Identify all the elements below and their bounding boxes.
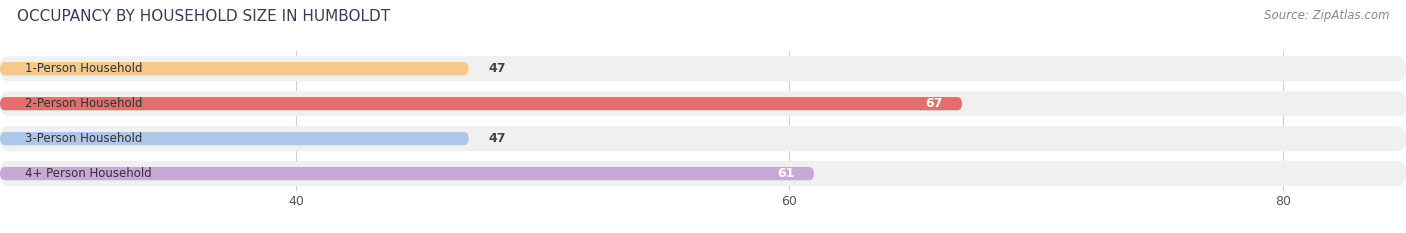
FancyBboxPatch shape xyxy=(0,167,814,180)
Text: 4+ Person Household: 4+ Person Household xyxy=(25,167,152,180)
FancyBboxPatch shape xyxy=(0,126,1406,151)
Text: 1-Person Household: 1-Person Household xyxy=(25,62,142,75)
FancyBboxPatch shape xyxy=(0,161,1406,186)
Text: 67: 67 xyxy=(925,97,942,110)
Text: OCCUPANCY BY HOUSEHOLD SIZE IN HUMBOLDT: OCCUPANCY BY HOUSEHOLD SIZE IN HUMBOLDT xyxy=(17,9,389,24)
FancyBboxPatch shape xyxy=(0,62,468,75)
Text: 61: 61 xyxy=(778,167,794,180)
Text: 47: 47 xyxy=(488,62,506,75)
FancyBboxPatch shape xyxy=(0,97,962,110)
Text: Source: ZipAtlas.com: Source: ZipAtlas.com xyxy=(1264,9,1389,22)
Text: 47: 47 xyxy=(488,132,506,145)
FancyBboxPatch shape xyxy=(0,132,468,145)
FancyBboxPatch shape xyxy=(0,56,1406,81)
Text: 2-Person Household: 2-Person Household xyxy=(25,97,142,110)
FancyBboxPatch shape xyxy=(0,91,1406,116)
Text: 3-Person Household: 3-Person Household xyxy=(25,132,142,145)
